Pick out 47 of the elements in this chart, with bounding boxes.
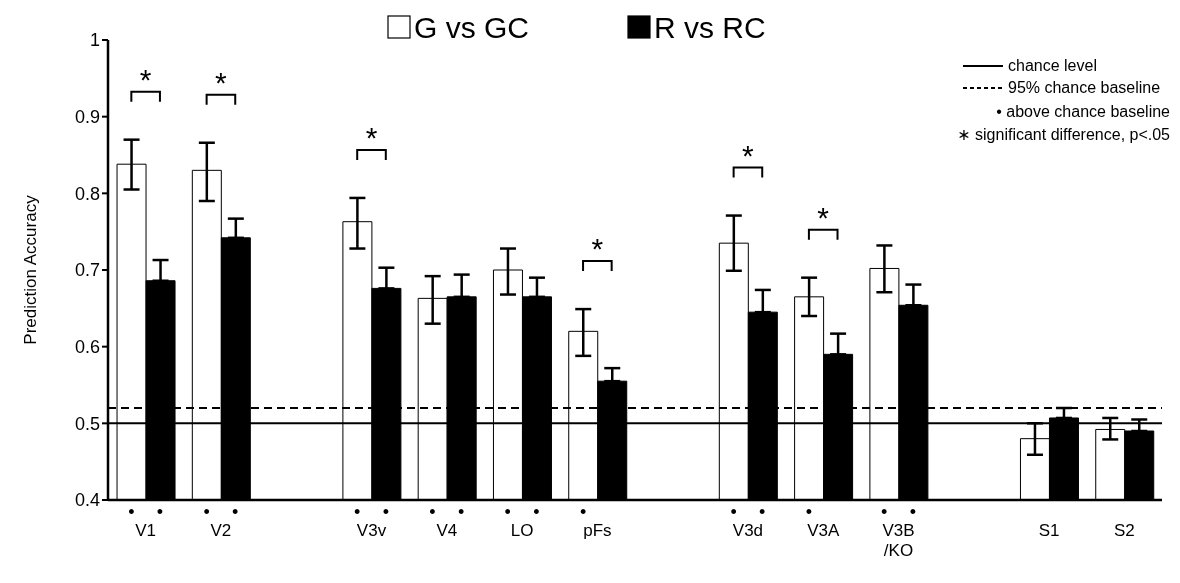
text: • — [909, 502, 916, 522]
x-tick-label: V4 — [436, 521, 458, 540]
x-tick-label: V3A — [807, 521, 840, 540]
text: • — [203, 502, 210, 522]
x-tick-label: S1 — [1038, 521, 1060, 540]
annotation: * — [139, 62, 152, 96]
text: • — [457, 502, 465, 522]
x-tick-label: V1 — [135, 521, 157, 540]
text: • — [382, 502, 389, 522]
annotation: * — [742, 138, 755, 172]
text: • — [881, 502, 888, 522]
annotation: * — [591, 232, 604, 266]
y-tick-label: 0.4 — [74, 490, 100, 511]
text: • — [579, 502, 587, 522]
x-tick-label: V3v — [356, 521, 387, 540]
x-tick-label: LO — [510, 521, 534, 540]
x-tick-label: V3B /KO — [882, 521, 915, 560]
text: • — [730, 502, 737, 522]
text: • — [805, 502, 813, 522]
annotation: * — [215, 65, 228, 99]
y-tick-label: 0.5 — [74, 413, 100, 434]
annotation: * — [817, 200, 830, 234]
text: • — [429, 502, 436, 522]
legend-label: G vs GC — [414, 11, 530, 44]
annotation: ∗ significant difference, p<.05 — [957, 126, 1171, 143]
y-axis-title: Prediction Accuracy — [21, 194, 41, 345]
legend-label: R vs RC — [654, 11, 766, 44]
annotation: * — [365, 120, 378, 154]
x-tick-label: S2 — [1113, 521, 1135, 540]
text: • — [504, 502, 511, 522]
text: • — [232, 502, 239, 522]
y-tick-label: 1 — [89, 30, 100, 51]
text: • — [156, 502, 164, 522]
text: • — [759, 502, 766, 522]
annotation: • above chance baseline — [996, 103, 1171, 120]
text: • — [354, 502, 361, 522]
legend-label: chance level — [1008, 57, 1097, 74]
y-tick-label: 0.9 — [74, 107, 100, 128]
x-tick-label: pFs — [583, 521, 612, 540]
x-tick-label: V3d — [732, 521, 764, 540]
legend-label: 95% chance baseline — [1008, 79, 1161, 96]
text: • — [533, 502, 540, 522]
x-tick-label: V2 — [210, 521, 232, 540]
y-tick-label: 0.8 — [74, 183, 100, 204]
text: • — [128, 502, 135, 522]
y-tick-label: 0.7 — [74, 260, 100, 281]
y-tick-label: 0.6 — [74, 337, 100, 358]
